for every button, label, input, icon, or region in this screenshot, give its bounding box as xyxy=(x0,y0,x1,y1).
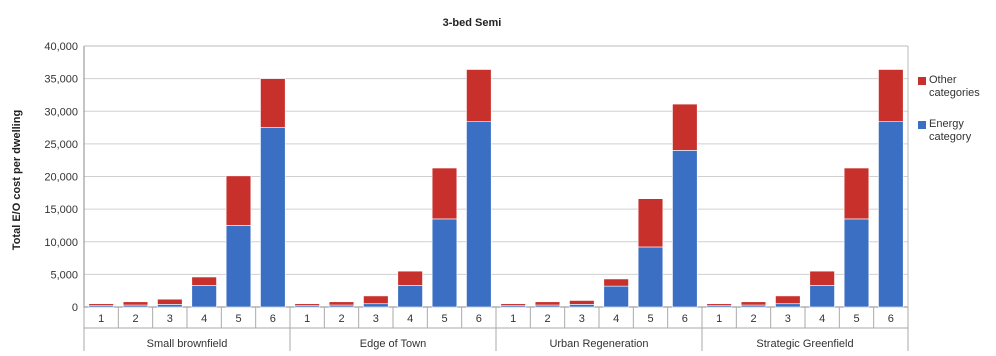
x-category-label: 4 xyxy=(407,313,413,325)
bar-segment-other xyxy=(225,175,252,226)
x-category-label: 6 xyxy=(682,313,688,325)
x-group-label: Small brownfield xyxy=(147,338,228,350)
x-category-label: 1 xyxy=(510,313,516,325)
x-category-label: 6 xyxy=(888,313,894,325)
bar-segment-energy xyxy=(569,304,595,308)
bar-segment-other xyxy=(122,301,149,306)
bar-segment-other xyxy=(809,270,835,286)
bar-segment-other xyxy=(843,167,870,220)
x-category-label: 5 xyxy=(853,313,859,325)
y-tick-label: 0 xyxy=(72,302,78,314)
bar-segment-other xyxy=(157,298,183,305)
x-category-label: 3 xyxy=(785,313,791,325)
y-axis-title: Total E/O cost per dwelling xyxy=(11,110,23,250)
bar-segment-other xyxy=(740,301,767,306)
x-category-label: 6 xyxy=(270,313,276,325)
bar-segment-other xyxy=(397,270,423,286)
bar-segment-energy xyxy=(878,121,904,308)
x-category-label: 4 xyxy=(201,313,207,325)
x-category-label: 3 xyxy=(579,313,585,325)
x-category-label: 5 xyxy=(647,313,653,325)
y-tick-label: 30,000 xyxy=(44,106,78,118)
bar-segment-energy xyxy=(363,303,389,308)
legend-item-other: Other categories xyxy=(918,74,996,100)
bar-segment-other xyxy=(260,78,286,128)
bar-segment-energy xyxy=(843,218,870,308)
y-tick-label: 20,000 xyxy=(44,172,78,184)
legend-label-other: Other categories xyxy=(929,74,980,99)
x-category-label: 3 xyxy=(373,313,379,325)
bar-segment-energy xyxy=(775,303,801,308)
legend-label-energy: Energy category xyxy=(929,118,972,143)
legend-swatch-other xyxy=(918,77,926,85)
bar-segment-other xyxy=(466,69,492,122)
bar-segment-energy xyxy=(466,121,492,308)
bar-segment-other xyxy=(191,276,217,286)
bar-segment-energy xyxy=(672,150,698,308)
x-group-label: Strategic Greenfield xyxy=(756,338,853,350)
bar-segment-other xyxy=(431,167,458,220)
x-category-label: 6 xyxy=(476,313,482,325)
x-group-label: Urban Regeneration xyxy=(549,338,648,350)
bar-segment-other xyxy=(672,103,698,151)
bar-segment-other xyxy=(363,295,389,305)
bar-segment-energy xyxy=(260,127,286,308)
x-category-label: 2 xyxy=(750,313,756,325)
bar-segment-other xyxy=(637,198,664,248)
bar-segment-other xyxy=(775,295,801,305)
bar-segment-energy xyxy=(637,246,664,308)
legend-swatch-energy xyxy=(918,121,926,129)
bar-segment-energy xyxy=(225,225,252,308)
bar-segment-other xyxy=(603,278,629,287)
chart-title: 3-bed Semi xyxy=(443,17,502,29)
bar-segment-energy xyxy=(431,218,458,308)
x-category-label: 1 xyxy=(716,313,722,325)
bar-segment-other xyxy=(534,301,561,306)
bar-segment-other xyxy=(878,69,904,122)
legend-item-energy: Energy category xyxy=(918,118,996,144)
y-tick-label: 35,000 xyxy=(44,74,78,86)
bar-segment-energy xyxy=(809,285,835,308)
bar-segment-energy xyxy=(191,285,217,308)
y-tick-label: 25,000 xyxy=(44,139,78,151)
x-group-label: Edge of Town xyxy=(360,338,426,350)
y-tick-label: 15,000 xyxy=(44,204,78,216)
y-tick-label: 40,000 xyxy=(44,41,78,53)
x-category-label: 5 xyxy=(235,313,241,325)
x-category-label: 2 xyxy=(338,313,344,325)
x-category-label: 1 xyxy=(98,313,104,325)
y-tick-label: 10,000 xyxy=(44,237,78,249)
x-category-label: 4 xyxy=(613,313,619,325)
x-category-label: 1 xyxy=(304,313,310,325)
x-category-label: 5 xyxy=(441,313,447,325)
bar-segment-other xyxy=(706,303,732,306)
x-category-label: 3 xyxy=(167,313,173,325)
x-category-label: 2 xyxy=(132,313,138,325)
bar-segment-energy xyxy=(397,285,423,308)
bar-segment-other xyxy=(88,303,114,306)
x-category-label: 4 xyxy=(819,313,825,325)
legend: Other categories Energy category xyxy=(918,74,996,162)
bar-segment-other xyxy=(500,303,526,306)
y-tick-label: 5,000 xyxy=(50,269,78,281)
x-category-label: 2 xyxy=(544,313,550,325)
bar-segment-energy xyxy=(603,285,629,308)
bar-segment-other xyxy=(569,300,595,305)
bar-segment-energy xyxy=(157,304,183,308)
bar-segment-other xyxy=(328,301,355,306)
bar-segment-other xyxy=(294,303,320,306)
